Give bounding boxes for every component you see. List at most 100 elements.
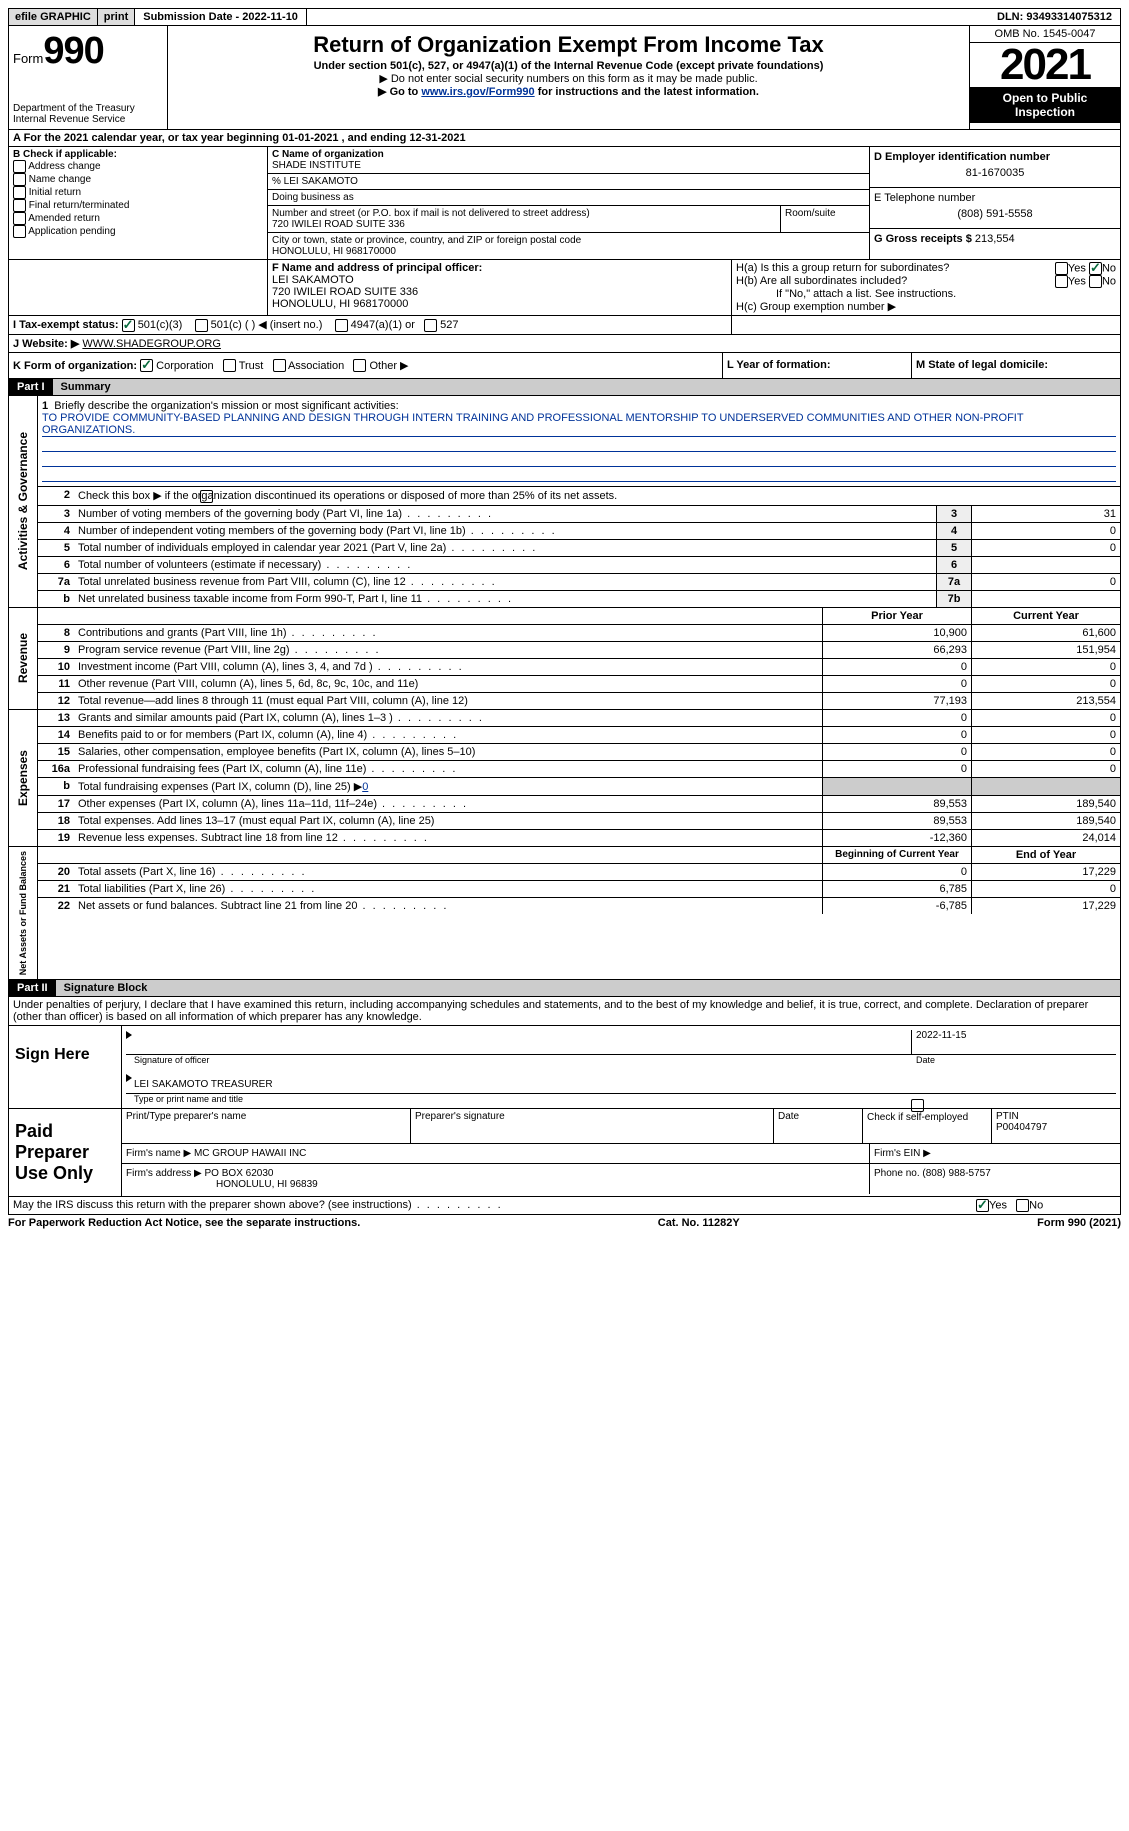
sig-date: 2022-11-15: [911, 1030, 1116, 1054]
section-fh: F Name and address of principal officer:…: [8, 260, 1121, 316]
i-527[interactable]: [424, 319, 437, 332]
val-22p: -6,785: [822, 898, 971, 914]
rev-section: Revenue Prior YearCurrent Year 8Contribu…: [8, 608, 1121, 710]
b-initial-return[interactable]: Initial return: [13, 186, 263, 199]
c-label: C Name of organization: [272, 149, 384, 160]
val-14c: 0: [971, 727, 1120, 743]
d-label: D Employer identification number: [874, 151, 1116, 163]
val-7a: 0: [971, 574, 1120, 590]
discuss-yes[interactable]: [976, 1199, 989, 1212]
form-number: Form990: [13, 30, 163, 73]
prep-date-label: Date: [774, 1109, 863, 1143]
signature-arrow-icon: [126, 1031, 132, 1039]
efile-label: efile GRAPHIC: [9, 9, 98, 25]
paperwork: For Paperwork Reduction Act Notice, see …: [8, 1217, 360, 1229]
self-emp-check[interactable]: [911, 1099, 924, 1112]
irs-link[interactable]: www.irs.gov/Form990: [421, 86, 534, 98]
val-10c: 0: [971, 659, 1120, 675]
val-17c: 189,540: [971, 796, 1120, 812]
b-name-change[interactable]: Name change: [13, 173, 263, 186]
val-4: 0: [971, 523, 1120, 539]
subtitle-1: Under section 501(c), 527, or 4947(a)(1)…: [172, 60, 965, 72]
k-corp[interactable]: [140, 359, 153, 372]
hb-no[interactable]: [1089, 275, 1102, 288]
k-assoc[interactable]: [273, 359, 286, 372]
gross-receipts: 213,554: [975, 233, 1015, 245]
ein: 81-1670035: [874, 163, 1116, 183]
l2-check[interactable]: [200, 490, 213, 503]
top-bar: efile GRAPHIC print Submission Date - 20…: [8, 8, 1121, 26]
line-13: Grants and similar amounts paid (Part IX…: [74, 710, 822, 726]
care-of: % LEI SAKAMOTO: [268, 174, 869, 190]
form-header: Form990 Department of the Treasury Inter…: [8, 26, 1121, 130]
submission-date: Submission Date - 2022-11-10: [135, 9, 307, 25]
ha-no[interactable]: [1089, 262, 1102, 275]
val-16ap: 0: [822, 761, 971, 777]
b-label: B Check if applicable:: [13, 149, 263, 160]
part-2-header: Part II Signature Block: [8, 980, 1121, 997]
line-a: A For the 2021 calendar year, or tax yea…: [8, 130, 1121, 147]
firm-addr2: HONOLULU, HI 96839: [126, 1179, 318, 1190]
line-21: Total liabilities (Part X, line 26): [74, 881, 822, 897]
line-8: Contributions and grants (Part VIII, lin…: [74, 625, 822, 641]
i-501c[interactable]: [195, 319, 208, 332]
val-20c: 17,229: [971, 864, 1120, 880]
line-5: Total number of individuals employed in …: [74, 540, 936, 556]
e-label: E Telephone number: [874, 192, 1116, 204]
b-app-pending[interactable]: Application pending: [13, 225, 263, 238]
open-inspection: Open to Public Inspection: [970, 87, 1120, 123]
footer: For Paperwork Reduction Act Notice, see …: [8, 1215, 1121, 1231]
i-4947[interactable]: [335, 319, 348, 332]
b-amended[interactable]: Amended return: [13, 212, 263, 225]
val-21p: 6,785: [822, 881, 971, 897]
line-7a: Total unrelated business revenue from Pa…: [74, 574, 936, 590]
i-501c3[interactable]: [122, 319, 135, 332]
self-emp: Check if self-employed: [863, 1109, 992, 1143]
ptin-label: PTIN: [996, 1111, 1019, 1122]
officer-name: LEI SAKAMOTO: [272, 274, 727, 286]
ha-label: H(a) Is this a group return for subordin…: [736, 262, 949, 275]
gov-vlabel: Activities & Governance: [14, 428, 32, 574]
h-note: If "No," attach a list. See instructions…: [736, 288, 1116, 300]
val-15p: 0: [822, 744, 971, 760]
rev-vlabel: Revenue: [14, 629, 32, 687]
val-11c: 0: [971, 676, 1120, 692]
line-18: Total expenses. Add lines 13–17 (must eq…: [74, 813, 822, 829]
b-address-change[interactable]: Address change: [13, 160, 263, 173]
ha-yes[interactable]: [1055, 262, 1068, 275]
website: WWW.SHADEGROUP.ORG: [82, 338, 221, 350]
section-klm: K Form of organization: Corporation Trus…: [8, 353, 1121, 380]
line-6: Total number of volunteers (estimate if …: [74, 557, 936, 573]
val-19c: 24,014: [971, 830, 1120, 846]
j-label: J Website: ▶: [13, 338, 79, 350]
firm-addr-label: Firm's address ▶: [126, 1168, 202, 1179]
print-button[interactable]: print: [98, 9, 135, 25]
sign-here-section: Sign Here 2022-11-15 Signature of office…: [8, 1026, 1121, 1109]
name-label: Type or print name and title: [134, 1094, 243, 1104]
val-12p: 77,193: [822, 693, 971, 709]
line-19: Revenue less expenses. Subtract line 18 …: [74, 830, 822, 846]
val-18p: 89,553: [822, 813, 971, 829]
k-other[interactable]: [353, 359, 366, 372]
street-label: Number and street (or P.O. box if mail i…: [272, 208, 590, 219]
line-16a: Professional fundraising fees (Part IX, …: [74, 761, 822, 777]
officer-addr2: HONOLULU, HI 968170000: [272, 298, 727, 310]
subtitle-3: ▶ Go to www.irs.gov/Form990 for instruct…: [172, 85, 965, 98]
val-8p: 10,900: [822, 625, 971, 641]
b-final-return[interactable]: Final return/terminated: [13, 199, 263, 212]
line-17: Other expenses (Part IX, column (A), lin…: [74, 796, 822, 812]
line-15: Salaries, other compensation, employee b…: [74, 744, 822, 760]
phone-label: Phone no.: [874, 1168, 920, 1179]
prep-phone: (808) 988-5757: [922, 1168, 990, 1179]
k-trust[interactable]: [223, 359, 236, 372]
val-15c: 0: [971, 744, 1120, 760]
hb-yes[interactable]: [1055, 275, 1068, 288]
discuss-no[interactable]: [1016, 1199, 1029, 1212]
f-label: F Name and address of principal officer:: [272, 262, 727, 274]
cat-no: Cat. No. 11282Y: [658, 1217, 740, 1229]
end-year-header: End of Year: [971, 847, 1120, 863]
penalties-statement: Under penalties of perjury, I declare th…: [8, 997, 1121, 1026]
firm-name: MC GROUP HAWAII INC: [194, 1148, 306, 1159]
tax-year: 2021: [970, 43, 1120, 87]
firm-name-label: Firm's name ▶: [126, 1148, 191, 1159]
